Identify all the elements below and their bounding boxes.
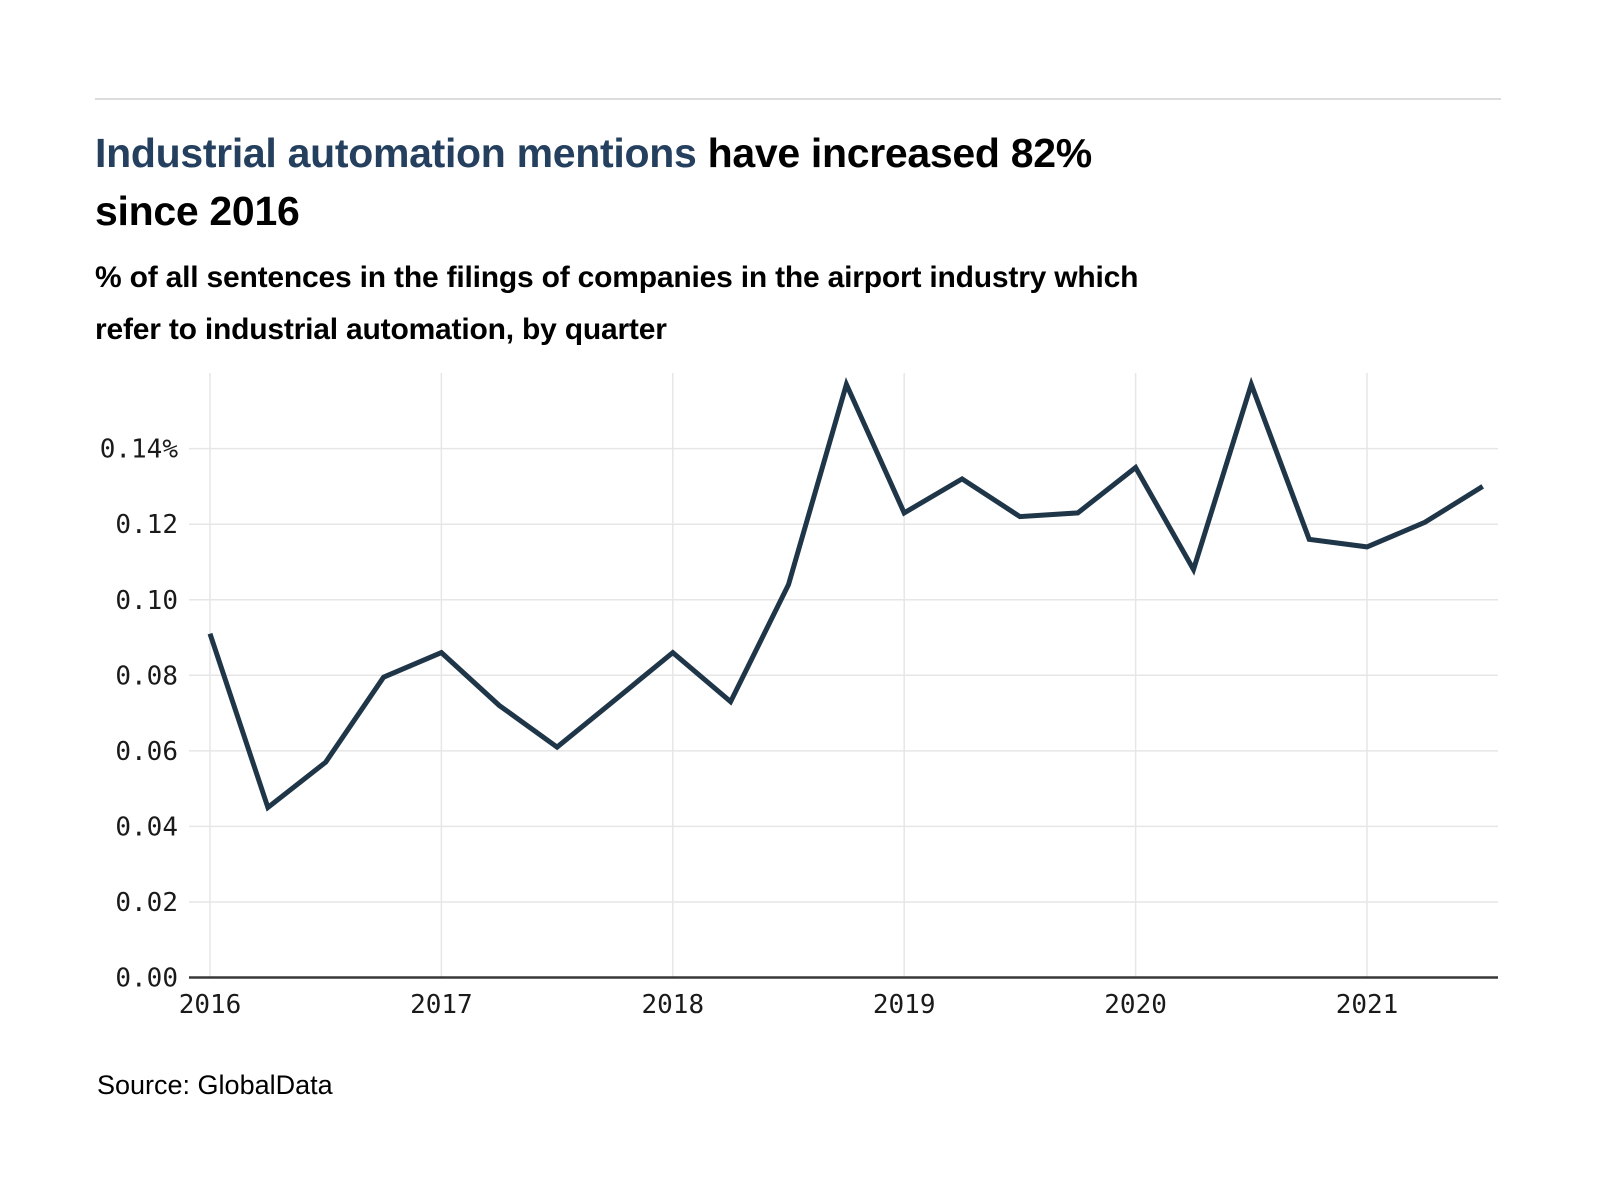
source-credit: Source: GlobalData [97,1070,333,1100]
chart-title-accent: Industrial automation mentions [95,130,697,176]
y-tick-label: 0.04 [115,812,178,842]
x-tick-label: 2018 [641,990,704,1020]
data-series-line [207,376,1485,812]
y-tick-label: 0.02 [115,888,178,918]
chart-title-rest: have increased 82% [696,130,1093,176]
y-tick-label: 0.14% [100,435,179,465]
chart-subtitle-line2: refer to industrial automation, by quart… [95,313,667,346]
x-tick-label: 2016 [179,990,242,1020]
x-tick-label: 2017 [410,990,473,1020]
x-tick-label: 2020 [1104,990,1167,1020]
x-tick-label: 2019 [873,990,936,1020]
chart-title-line1: Industrial automation mentions have incr… [95,124,1555,182]
chart-subtitle: % of all sentences in the filings of com… [95,252,1555,356]
y-tick-label: 0.06 [115,737,178,767]
chart-title: Industrial automation mentions have incr… [95,124,1555,240]
y-tick-label: 0.00 [115,964,178,994]
x-tick-label: 2021 [1336,990,1399,1020]
chart-title-line2: since 2016 [95,188,300,234]
y-tick-label: 0.12 [115,510,178,540]
y-tick-label: 0.08 [115,661,178,691]
top-divider [95,98,1501,100]
chart-subtitle-line1: % of all sentences in the filings of com… [95,261,1139,294]
y-tick-label: 0.10 [115,586,178,616]
